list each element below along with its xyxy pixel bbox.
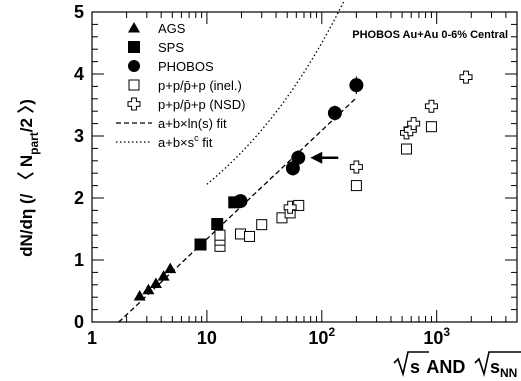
- data-point: [256, 219, 268, 231]
- legend-label: PHOBOS: [158, 59, 214, 74]
- x-axis-title-s-nn: sNN: [490, 357, 517, 380]
- y-tick-label: 0: [74, 312, 84, 332]
- data-markers: [133, 70, 473, 301]
- legend-marker: [128, 60, 140, 72]
- y-tick-label: 3: [74, 126, 84, 146]
- chart-annotation: PHOBOS Au+Au 0-6% Central: [352, 29, 508, 41]
- x-axis-title: s AND sNN: [393, 351, 521, 380]
- x-tick-label: 103: [423, 325, 450, 348]
- y-tick-label: 1: [74, 250, 84, 270]
- x-tick-label: 10: [197, 328, 217, 348]
- data-point: [407, 117, 421, 131]
- arrow-head: [310, 151, 323, 164]
- data-point: [400, 143, 412, 155]
- x-tick-label: 102: [308, 325, 335, 348]
- fit-line-log: [118, 97, 357, 323]
- data-point: [211, 218, 224, 231]
- data-point: [164, 262, 177, 274]
- legend-label: a+b×ln(s) fit: [158, 116, 227, 131]
- data-point: [424, 99, 438, 113]
- data-point: [285, 161, 300, 176]
- y-tick-label: 4: [74, 64, 84, 84]
- data-point: [283, 200, 297, 214]
- legend-marker: [128, 79, 140, 91]
- data-point: [214, 229, 226, 241]
- legend-marker: [127, 97, 141, 111]
- data-point: [459, 70, 473, 84]
- legend-label: SPS: [158, 40, 184, 55]
- data-point: [133, 289, 146, 301]
- legend-label: p+p/p̄+p (inel.): [158, 78, 242, 93]
- data-point: [425, 121, 437, 133]
- data-point: [142, 283, 155, 295]
- data-point: [233, 194, 248, 209]
- data-point: [349, 78, 364, 93]
- legend-label: a+b×sc fit: [158, 133, 213, 150]
- data-point: [350, 180, 362, 192]
- y-tick-label: 5: [74, 2, 84, 22]
- y-axis-title: dN/dη (/ 〈 Npart/2 〉): [16, 99, 41, 257]
- x-axis-title-and: AND: [422, 357, 470, 377]
- data-point: [234, 228, 246, 240]
- data-point: [244, 230, 256, 242]
- data-point: [194, 238, 207, 251]
- data-point: [149, 277, 162, 289]
- legend: AGS SPS PHOBOS p+p/p̄+p (inel.) p+p/p̄+p (NS…: [116, 21, 245, 150]
- legend-marker: [128, 22, 140, 33]
- fit-curves: [118, 0, 357, 323]
- legend-label: AGS: [158, 21, 186, 36]
- data-point: [157, 270, 170, 281]
- data-point: [349, 160, 363, 174]
- legend-label: p+p/p̄+p (NSD): [158, 97, 245, 112]
- data-point: [327, 106, 342, 121]
- sqrt-symbol-2: [474, 351, 521, 377]
- legend-marker: [128, 41, 140, 53]
- sqrt-symbol-1: [393, 351, 429, 377]
- y-tick-label: 2: [74, 188, 84, 208]
- data-point: [291, 150, 306, 165]
- x-axis-title-s: s: [410, 357, 420, 377]
- x-tick-label: 1: [87, 328, 97, 348]
- plot-frame: [91, 11, 518, 323]
- fit-line-power: [206, 0, 346, 185]
